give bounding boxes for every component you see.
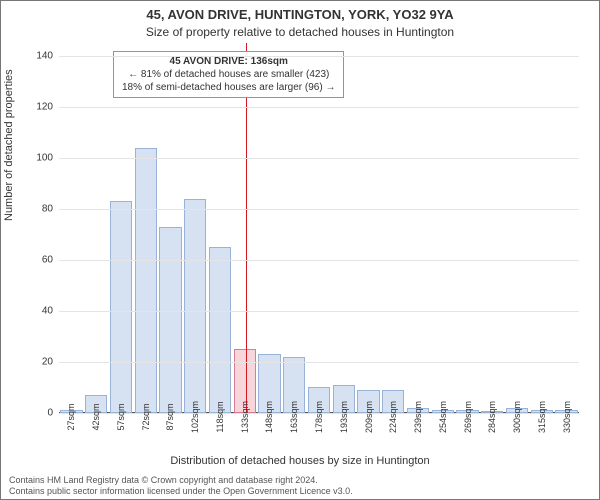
y-tick-label: 60 (42, 254, 53, 265)
annotation-line-larger: 18% of semi-detached houses are larger (… (122, 81, 335, 94)
footer-line-2: Contains public sector information licen… (9, 486, 353, 497)
x-tick-label: 133sqm (240, 401, 250, 433)
grid-line (59, 260, 579, 261)
x-tick-label: 239sqm (413, 401, 423, 433)
x-tick-label: 87sqm (165, 403, 175, 430)
grid-line (59, 311, 579, 312)
property-size-chart: 45, AVON DRIVE, HUNTINGTON, YORK, YO32 9… (0, 0, 600, 500)
histogram-bar (184, 199, 206, 413)
x-tick-label: 102sqm (190, 401, 200, 433)
annotation-box: 45 AVON DRIVE: 136sqm ← 81% of detached … (113, 51, 344, 98)
x-tick-label: 224sqm (388, 401, 398, 433)
x-tick-label: 57sqm (116, 403, 126, 430)
x-tick-label: 118sqm (215, 401, 225, 432)
x-tick-label: 330sqm (562, 401, 572, 433)
chart-subtitle: Size of property relative to detached ho… (1, 25, 599, 39)
x-tick-label: 284sqm (487, 401, 497, 433)
histogram-bar (110, 201, 132, 413)
x-tick-label: 193sqm (339, 401, 349, 433)
grid-line (59, 107, 579, 108)
y-tick-label: 40 (42, 305, 53, 316)
x-tick-label: 300sqm (512, 401, 522, 433)
plot-area: 45 AVON DRIVE: 136sqm ← 81% of detached … (59, 43, 579, 413)
x-axis-label: Distribution of detached houses by size … (1, 455, 599, 467)
x-tick-label: 42sqm (91, 403, 101, 430)
y-tick-label: 140 (36, 50, 53, 61)
attribution-footer: Contains HM Land Registry data © Crown c… (9, 475, 353, 498)
y-tick-label: 80 (42, 203, 53, 214)
histogram-bar (209, 247, 231, 413)
annotation-title: 45 AVON DRIVE: 136sqm (122, 55, 335, 68)
x-tick-label: 315sqm (537, 401, 547, 433)
grid-line (59, 362, 579, 363)
x-tick-label: 178sqm (314, 401, 324, 433)
x-tick-label: 72sqm (141, 403, 151, 430)
x-tick-label: 209sqm (364, 401, 374, 433)
histogram-bar (135, 148, 157, 413)
chart-title: 45, AVON DRIVE, HUNTINGTON, YORK, YO32 9… (1, 7, 599, 22)
y-tick-label: 120 (36, 101, 53, 112)
x-tick-label: 269sqm (463, 401, 473, 433)
reference-line (246, 43, 247, 413)
footer-line-1: Contains HM Land Registry data © Crown c… (9, 475, 353, 486)
y-tick-label: 20 (42, 356, 53, 367)
bars-container (59, 43, 579, 413)
x-tick-label: 163sqm (289, 401, 299, 433)
histogram-bar (159, 227, 181, 413)
x-tick-label: 148sqm (264, 401, 274, 433)
annotation-line-smaller: ← 81% of detached houses are smaller (42… (122, 68, 335, 81)
y-axis-label: Number of detached properties (3, 69, 15, 221)
grid-line (59, 209, 579, 210)
x-tick-label: 254sqm (438, 401, 448, 433)
y-tick-label: 100 (36, 152, 53, 163)
grid-line (59, 56, 579, 57)
grid-line (59, 158, 579, 159)
x-tick-label: 27sqm (66, 403, 76, 430)
y-tick-label: 0 (47, 408, 53, 419)
